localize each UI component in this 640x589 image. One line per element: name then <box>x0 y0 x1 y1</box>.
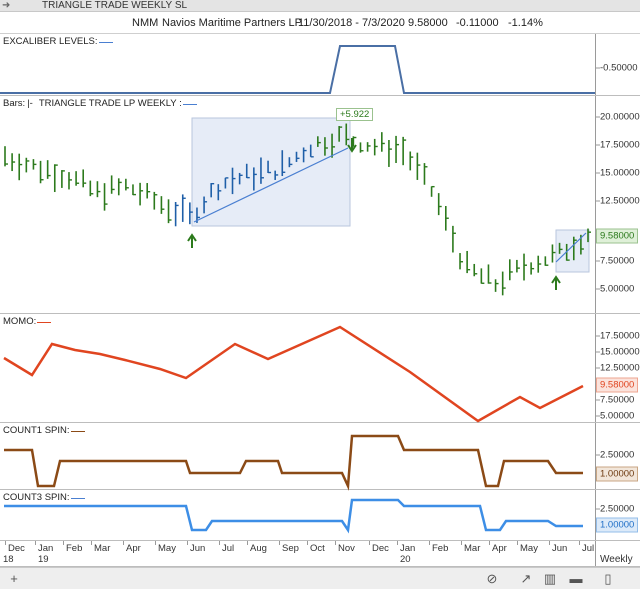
year-label-19: 19 <box>38 554 49 565</box>
excaliber-chart <box>0 45 600 94</box>
window-title: TRIANGLE TRADE WEEKLY SL <box>42 0 188 11</box>
count3-label: COUNT3 SPIN: <box>3 492 87 503</box>
count3-line <box>4 498 583 534</box>
momo-label: MOMO: <box>3 316 54 327</box>
month-label: Sep <box>282 543 299 554</box>
trend-line-1 <box>193 147 349 223</box>
count3-last-value-badge: 1.00000 <box>596 517 639 533</box>
add-icon[interactable]: + <box>10 571 18 586</box>
bars-ytick-17-5: 17.50000 <box>600 139 640 151</box>
momo-ytick-12-5: 12.50000 <box>600 362 640 374</box>
bars-ytick-20: 20.00000 <box>600 111 640 123</box>
month-label: Jun <box>552 543 568 554</box>
bars-pane[interactable]: Bars: |- TRIANGLE TRADE LP WEEKLY : +5.922… <box>0 96 640 314</box>
month-label: Jul <box>222 543 235 554</box>
arrow-right-icon[interactable]: ➜ <box>2 0 11 11</box>
time-axis: Dec Jan Feb Mar Apr May Jun Jul Aug Sep Oct Nov Dec J… <box>0 541 640 567</box>
symbol-info-bar: NMM Navios Maritime Partners LP 11/30/20… <box>0 12 640 34</box>
momo-ytick-5: 5.00000 <box>600 410 635 422</box>
profit-annotation: +5.922 <box>336 108 374 121</box>
period-selector[interactable]: Weekly <box>600 554 633 565</box>
bars-ytick-15: 15.00000 <box>600 167 640 179</box>
month-label: Jan <box>38 543 54 554</box>
month-label: Apr <box>492 543 507 554</box>
momo-pane[interactable]: MOMO: 17.50000 15.00000 12.50000 7.50000… <box>0 314 640 423</box>
bars-ytick-12-5: 12.50000 <box>600 195 640 207</box>
month-label: Apr <box>126 543 141 554</box>
momo-ytick-15: 15.00000 <box>600 346 640 358</box>
momo-line <box>3 325 584 423</box>
month-label: Aug <box>250 543 267 554</box>
count3-chart <box>4 498 600 534</box>
count1-pane[interactable]: COUNT1 SPIN: 2.50000 1.00000 <box>0 423 640 491</box>
up-arrow-1 <box>187 233 197 248</box>
momo-ytick-17-5: 17.50000 <box>600 330 640 342</box>
month-label: Feb <box>66 543 83 554</box>
symbol[interactable]: NMM <box>132 17 159 29</box>
ohlc-chart <box>4 116 600 296</box>
excaliber-label: EXCALIBER LEVELS: <box>3 36 115 47</box>
bottom-toolbar: + ⊘ ↗ ▥ ▬ ▯ <box>0 567 640 589</box>
month-label: Jun <box>190 543 206 554</box>
bar-chart-icon[interactable]: ▥ <box>543 571 557 586</box>
month-label: Mar <box>94 543 111 554</box>
excaliber-ytick: -0.50000 <box>600 62 638 74</box>
count1-line <box>4 434 583 491</box>
momo-last-value-badge: 9.58000 <box>596 377 639 393</box>
bars-label: Bars: |- TRIANGLE TRADE LP WEEKLY : <box>3 98 199 109</box>
count1-label: COUNT1 SPIN: <box>3 425 87 436</box>
zoom-icon[interactable]: ⊘ <box>486 571 498 586</box>
month-label: May <box>520 543 538 554</box>
month-label: Feb <box>432 543 449 554</box>
last-price: 9.58000 <box>408 17 448 29</box>
panel-icon[interactable]: ▬ <box>569 571 583 586</box>
month-label: Nov <box>338 543 355 554</box>
line-chart-icon[interactable]: ↗ <box>520 571 532 586</box>
count1-last-value-badge: 1.00000 <box>596 466 639 482</box>
count3-pane[interactable]: COUNT3 SPIN: 2.50000 1.00000 <box>0 490 640 541</box>
triangle-box-2 <box>555 229 590 273</box>
month-label: Oct <box>310 543 325 554</box>
momo-chart <box>3 325 600 423</box>
bars-last-value-badge: 9.58000 <box>596 228 639 244</box>
month-label: Dec <box>372 543 389 554</box>
year-label-20: 20 <box>400 554 411 565</box>
up-arrow-2 <box>551 275 561 290</box>
page-icon[interactable]: ▯ <box>604 571 612 586</box>
bars-ytick-5: 5.00000 <box>600 283 635 295</box>
month-label: May <box>158 543 176 554</box>
month-label: Dec <box>8 543 25 554</box>
bars-ytick-7-5: 7.50000 <box>600 255 635 267</box>
month-label: Jan <box>400 543 416 554</box>
excaliber-pane[interactable]: EXCALIBER LEVELS: -0.50000 <box>0 34 640 96</box>
down-arrow-1 <box>347 138 357 153</box>
count1-ytick-2-5: 2.50000 <box>600 449 635 461</box>
count1-chart <box>4 434 600 491</box>
date-range: 11/30/2018 - 7/3/2020 <box>298 17 405 29</box>
window-titlebar: ➜ TRIANGLE TRADE WEEKLY SL <box>0 0 640 12</box>
company-name: Navios Maritime Partners LP <box>162 17 302 29</box>
momo-ytick-7-5: 7.50000 <box>600 394 635 406</box>
excaliber-line <box>0 45 595 94</box>
trend-line-2 <box>555 232 587 263</box>
year-label-18: 18 <box>3 554 14 565</box>
price-change: -0.11000 <box>456 17 499 29</box>
percent-change: -1.14% <box>508 17 543 29</box>
month-label: Mar <box>464 543 481 554</box>
month-label: Jul <box>582 543 595 554</box>
count3-ytick-2-5: 2.50000 <box>600 503 635 515</box>
